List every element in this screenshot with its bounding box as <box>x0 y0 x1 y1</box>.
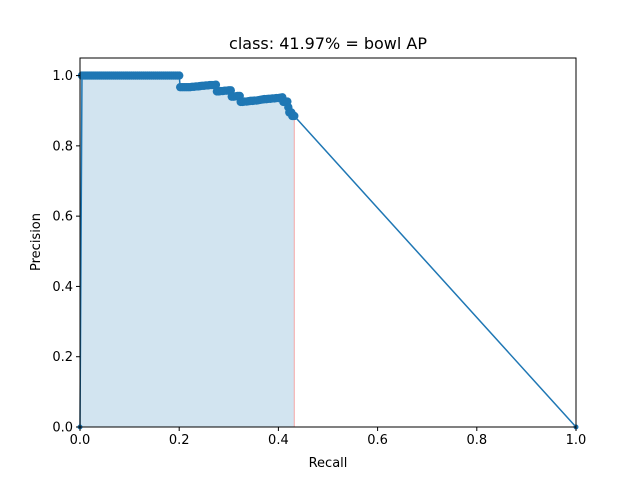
pr-curve-point <box>175 71 184 80</box>
axes-frame <box>79 57 577 428</box>
plot-content <box>77 71 579 430</box>
y-tick-label: 0.6 <box>52 210 73 225</box>
y-tick-label: 0.0 <box>52 421 73 436</box>
ap-shaded-area <box>80 75 295 428</box>
x-tick-label: 0.4 <box>268 433 289 448</box>
y-tick-label: 1.0 <box>52 69 73 84</box>
y-tick-label: 0.4 <box>52 280 73 295</box>
x-axis: 0.0 0.2 0.4 0.6 0.8 1.0 <box>70 427 587 448</box>
x-tick-label: 0.8 <box>466 433 487 448</box>
x-axis-label: Recall <box>309 456 348 471</box>
x-tick-label: 0.0 <box>70 433 91 448</box>
pr-curve-point <box>226 86 235 95</box>
y-axis-label: Precision <box>29 213 44 271</box>
pr-curve-point <box>290 111 299 121</box>
x-tick-label: 0.2 <box>169 433 190 448</box>
y-axis: 0.0 0.2 0.4 0.6 0.8 1.0 <box>52 69 80 436</box>
x-tick-label: 0.6 <box>367 433 388 448</box>
y-tick-label: 0.8 <box>52 139 73 154</box>
chart-title: class: 41.97% = bowl AP <box>229 34 427 53</box>
y-tick-label: 0.2 <box>52 350 73 365</box>
pr-curve-point <box>211 80 221 89</box>
x-tick-label: 1.0 <box>566 433 587 448</box>
